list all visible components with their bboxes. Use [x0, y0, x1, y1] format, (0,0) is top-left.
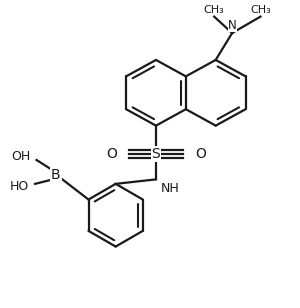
Text: O: O	[195, 147, 206, 161]
Text: NH: NH	[160, 182, 179, 195]
Text: CH₃: CH₃	[204, 5, 225, 15]
Text: CH₃: CH₃	[250, 5, 271, 15]
Text: OH: OH	[11, 151, 31, 164]
Text: S: S	[152, 147, 160, 161]
Text: B: B	[51, 168, 61, 182]
Text: N: N	[228, 18, 236, 31]
Text: HO: HO	[10, 180, 29, 193]
Text: O: O	[106, 147, 117, 161]
